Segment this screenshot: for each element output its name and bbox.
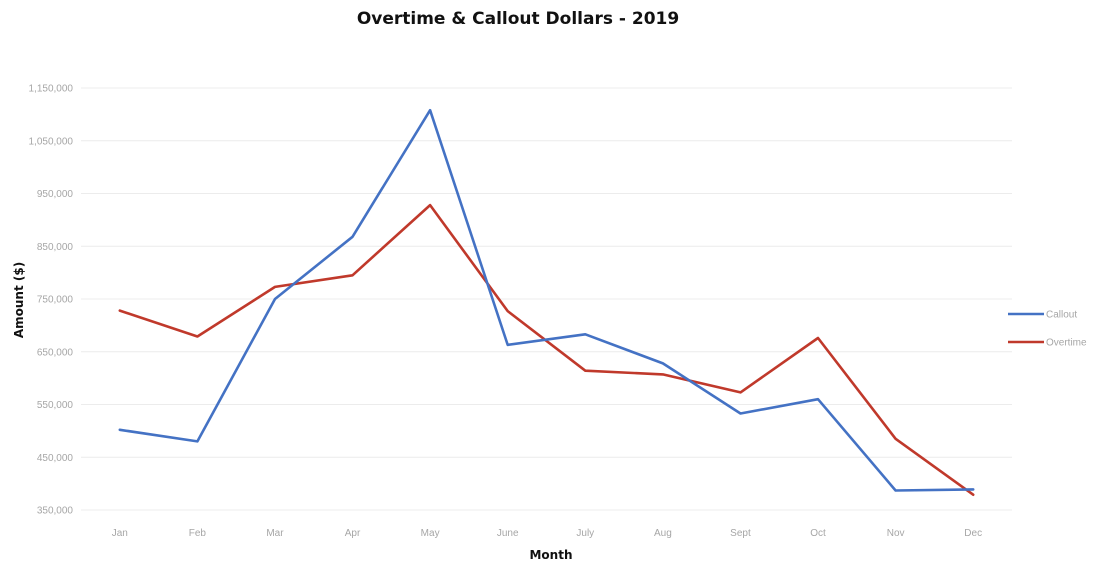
y-tick-label: 1,150,000: [29, 84, 74, 95]
x-axis-title: Month: [529, 548, 572, 562]
y-tick-label: 950,000: [37, 189, 74, 200]
x-tick-label: Sept: [730, 528, 751, 539]
y-axis-tick-labels: 350,000 450,000 550,000 650,000 750,000 850,0…: [29, 84, 74, 517]
x-tick-label: Dec: [964, 528, 982, 539]
series-line-callout: [118, 108, 975, 492]
gridlines: [81, 87, 1012, 511]
y-tick-label: 1,050,000: [29, 136, 74, 147]
y-tick-label: 350,000: [37, 506, 74, 517]
chart-title: Overtime & Callout Dollars - 2019: [357, 9, 679, 29]
y-tick-label: 450,000: [37, 453, 74, 464]
x-tick-label: Aug: [654, 528, 672, 539]
y-tick-label: 650,000: [37, 347, 74, 358]
legend: Callout Overtime: [1008, 310, 1087, 349]
x-tick-label: July: [576, 528, 594, 539]
series-lines: [118, 108, 975, 497]
x-tick-label: Feb: [189, 528, 207, 539]
x-tick-label: Jan: [112, 528, 128, 539]
x-axis-tick-labels: Jan Feb Mar Apr May June July Aug Sept Oct Nov Dec: [112, 528, 982, 539]
legend-label-overtime: Overtime: [1046, 338, 1087, 349]
x-tick-label: May: [421, 528, 440, 539]
x-tick-label: Mar: [266, 528, 284, 539]
x-tick-label: June: [497, 528, 519, 539]
y-tick-label: 850,000: [37, 242, 74, 253]
legend-label-callout: Callout: [1046, 310, 1077, 321]
y-tick-label: 750,000: [37, 295, 74, 306]
y-tick-label: 550,000: [37, 400, 74, 411]
x-tick-label: Oct: [810, 528, 826, 539]
x-tick-label: Nov: [887, 528, 905, 539]
x-tick-label: Apr: [345, 528, 361, 539]
y-axis-title: Amount ($): [12, 262, 26, 338]
